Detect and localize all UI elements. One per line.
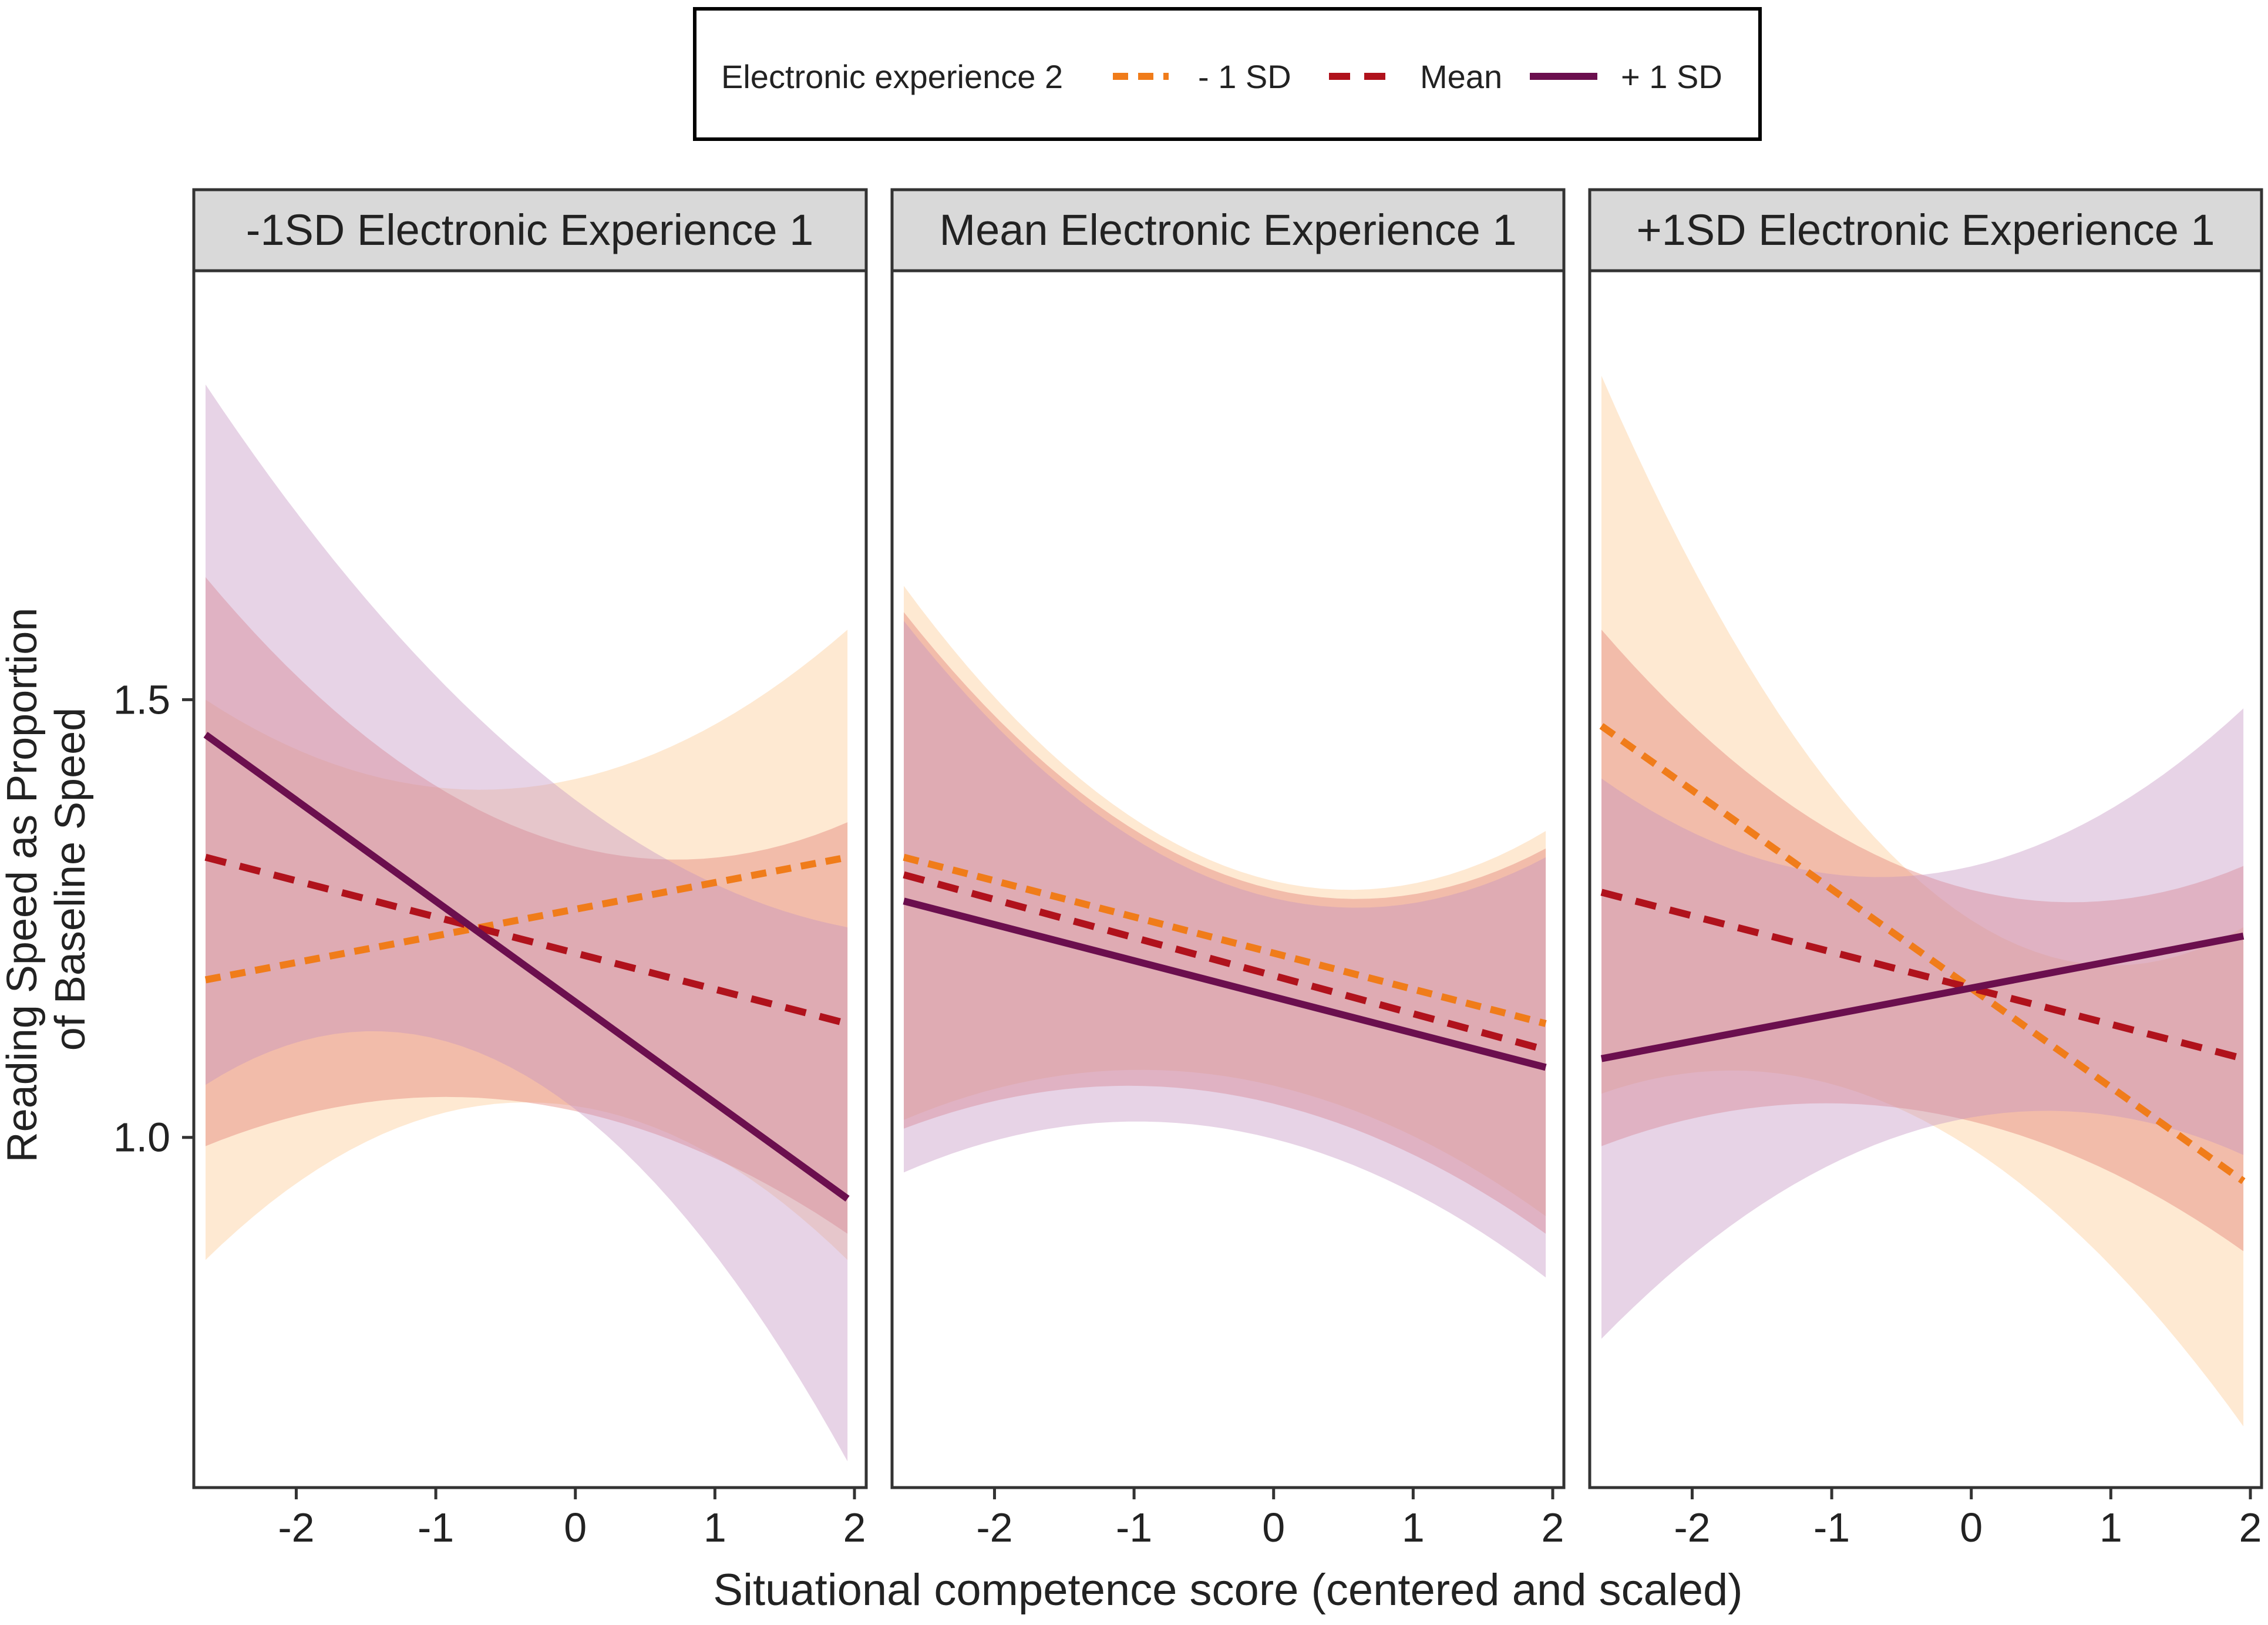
x-ticks: -2 -1 0 1 2: [278, 1488, 866, 1550]
panel-strip-title: +1SD Electronic Experience 1: [1636, 206, 2215, 254]
x-tick-label: 2: [1542, 1505, 1564, 1550]
panel-1: -1SD Electronic Experience 1 -2 -1 0 1 2: [192, 188, 868, 1550]
ci-band-mean: [206, 577, 848, 1234]
y-axis-title: Reading Speed as Proportion of Baseline …: [0, 596, 94, 1163]
panel-frame: [192, 269, 868, 1489]
x-axis-title: Situational competence score (centered a…: [713, 1565, 1742, 1615]
panel-strip-title: -1SD Electronic Experience 1: [246, 206, 814, 254]
ci-band-mean: [904, 612, 1546, 1234]
ci-band-minus: [904, 586, 1546, 1216]
x-tick-label: -1: [1116, 1505, 1152, 1550]
y-axis-title-line-1: Reading Speed as Proportion: [0, 608, 46, 1163]
legend: Electronic experience 2 - 1 SD Mean + 1 …: [693, 7, 1762, 141]
series-line-plus: [903, 897, 1547, 1071]
x-tick-label: 0: [1960, 1505, 1983, 1550]
ci-band-plus: [904, 621, 1546, 1278]
x-ticks: -2 -1 0 1 2: [1674, 1488, 2262, 1550]
series-line-mean: [204, 853, 849, 1027]
y-tick-label: 1.5: [113, 677, 170, 722]
panel-strip: [192, 188, 868, 272]
panel-strip: [890, 188, 1566, 272]
series-line-plus: [203, 732, 850, 1202]
series-line-minus: [903, 853, 1547, 1027]
plot-area: [903, 586, 1547, 1278]
series-line-minus: [204, 853, 849, 984]
ci-band-plus: [206, 384, 848, 1462]
y-axis: 1.0 1.5: [113, 677, 194, 1160]
legend-label-mean: Mean: [1420, 58, 1502, 95]
panel-frame: [1588, 269, 2263, 1489]
x-tick-label: 1: [704, 1505, 726, 1550]
panel-frame: [890, 269, 1566, 1489]
series-line-minus: [1599, 723, 2246, 1185]
series-line-mean: [903, 871, 1547, 1054]
plot-area: [203, 384, 850, 1462]
x-tick-label: -2: [976, 1505, 1012, 1550]
ci-band-minus: [1601, 375, 2244, 1426]
legend-label-minus: - 1 SD: [1198, 58, 1291, 95]
y-tick-label: 1.0: [113, 1115, 170, 1160]
x-tick-label: 0: [1262, 1505, 1285, 1550]
ci-band-plus: [1601, 708, 2244, 1339]
panel-strip-title: Mean Electronic Experience 1: [939, 206, 1516, 254]
panel-3: +1SD Electronic Experience 1 -2 -1 0 1 2: [1588, 188, 2263, 1550]
series-line-plus: [1600, 932, 2245, 1062]
y-axis-title-line-2: of Baseline Speed: [47, 708, 94, 1051]
x-tick-label: -1: [418, 1505, 454, 1550]
ci-band-minus: [206, 630, 848, 1260]
x-tick-label: 2: [843, 1505, 866, 1550]
legend-label-plus: + 1 SD: [1621, 58, 1722, 95]
series-line-mean: [1600, 889, 2245, 1062]
x-tick-label: 1: [1402, 1505, 1425, 1550]
x-tick-label: 2: [2239, 1505, 2262, 1550]
x-tick-label: -1: [1813, 1505, 1850, 1550]
ci-band-mean: [1601, 630, 2244, 1251]
panel-strip: [1588, 188, 2263, 272]
x-tick-label: 0: [564, 1505, 587, 1550]
x-tick-label: -2: [278, 1505, 314, 1550]
x-ticks: -2 -1 0 1 2: [976, 1488, 1564, 1550]
legend-title: Electronic experience 2: [721, 58, 1063, 95]
x-tick-label: 1: [2099, 1505, 2122, 1550]
panel-2: Mean Electronic Experience 1 -2 -1 0 1 2: [890, 188, 1566, 1550]
plot-area: [1599, 375, 2246, 1426]
x-tick-label: -2: [1674, 1505, 1710, 1550]
